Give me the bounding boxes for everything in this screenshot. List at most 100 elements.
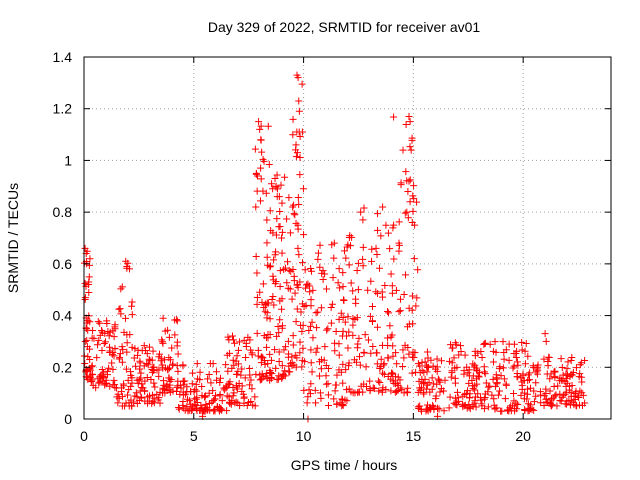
data-point (542, 395, 550, 403)
data-point (284, 337, 292, 345)
data-point (257, 164, 265, 172)
data-point (240, 399, 248, 407)
data-point (259, 280, 267, 288)
data-point (131, 345, 139, 353)
data-point (312, 348, 320, 356)
data-point (116, 354, 124, 362)
data-point (388, 369, 396, 377)
data-point (254, 346, 262, 354)
data-point (366, 377, 374, 385)
data-point (260, 304, 268, 312)
data-point (141, 387, 149, 395)
data-point (388, 289, 396, 297)
data-point (404, 187, 412, 195)
data-point (390, 255, 398, 263)
data-point (369, 343, 377, 351)
data-point (118, 358, 126, 366)
data-point (354, 389, 362, 397)
data-point (132, 362, 140, 370)
data-point (414, 388, 422, 396)
data-point (405, 112, 413, 120)
data-point (337, 368, 345, 376)
data-point (488, 391, 496, 399)
data-point (360, 204, 368, 212)
data-point (359, 262, 367, 270)
data-point (356, 361, 364, 369)
data-point (143, 350, 151, 358)
data-point (436, 388, 444, 396)
data-point (394, 373, 402, 381)
data-point (145, 343, 153, 351)
data-point (297, 308, 305, 316)
data-point (511, 407, 519, 415)
data-point (285, 266, 293, 274)
data-point (447, 373, 455, 381)
data-point (295, 251, 303, 259)
data-point (109, 349, 117, 357)
data-point (213, 376, 221, 384)
data-point (242, 353, 250, 361)
data-point (379, 203, 387, 211)
data-point (571, 390, 579, 398)
data-point (400, 389, 408, 397)
data-point (484, 403, 492, 411)
data-point (382, 386, 390, 394)
data-point (400, 290, 408, 298)
data-point (136, 359, 144, 367)
data-point (141, 377, 149, 385)
data-point (300, 303, 308, 311)
data-point (277, 181, 285, 189)
data-point (198, 383, 206, 391)
data-point (263, 299, 271, 307)
data-point (335, 351, 343, 359)
data-point (317, 365, 325, 373)
data-point (317, 394, 325, 402)
data-point (397, 181, 405, 189)
data-point (379, 341, 387, 349)
data-point (278, 362, 286, 370)
data-point (373, 323, 381, 331)
data-point (405, 350, 413, 358)
data-point (557, 397, 565, 405)
data-point (428, 385, 436, 393)
data-point (471, 399, 479, 407)
data-point (352, 358, 360, 366)
data-point (217, 374, 225, 382)
data-point (364, 286, 372, 294)
data-point (300, 231, 308, 239)
data-point (307, 380, 315, 388)
data-point (408, 134, 416, 142)
data-point (331, 339, 339, 347)
data-point (111, 323, 119, 331)
data-point (434, 375, 442, 383)
data-point (388, 282, 396, 290)
data-point (241, 374, 249, 382)
data-point (259, 354, 267, 362)
data-point (276, 297, 284, 305)
data-point (521, 360, 529, 368)
data-point (340, 247, 348, 255)
data-point (362, 363, 370, 371)
data-point (229, 383, 237, 391)
data-point (110, 352, 118, 360)
data-point (561, 400, 569, 408)
data-point (119, 346, 127, 354)
data-point (322, 380, 330, 388)
data-point (230, 361, 238, 369)
data-point (407, 146, 415, 154)
data-point (305, 326, 313, 334)
data-point (316, 358, 324, 366)
data-point (478, 354, 486, 362)
data-point (532, 368, 540, 376)
data-point (251, 402, 259, 410)
data-point (330, 239, 338, 247)
y-tick-label: 0 (64, 411, 72, 427)
data-point (232, 357, 240, 365)
data-point (285, 194, 293, 202)
data-point (554, 382, 562, 390)
data-point (335, 315, 343, 323)
data-point (85, 288, 93, 296)
data-point (517, 391, 525, 399)
data-point (380, 360, 388, 368)
data-point (549, 394, 557, 402)
